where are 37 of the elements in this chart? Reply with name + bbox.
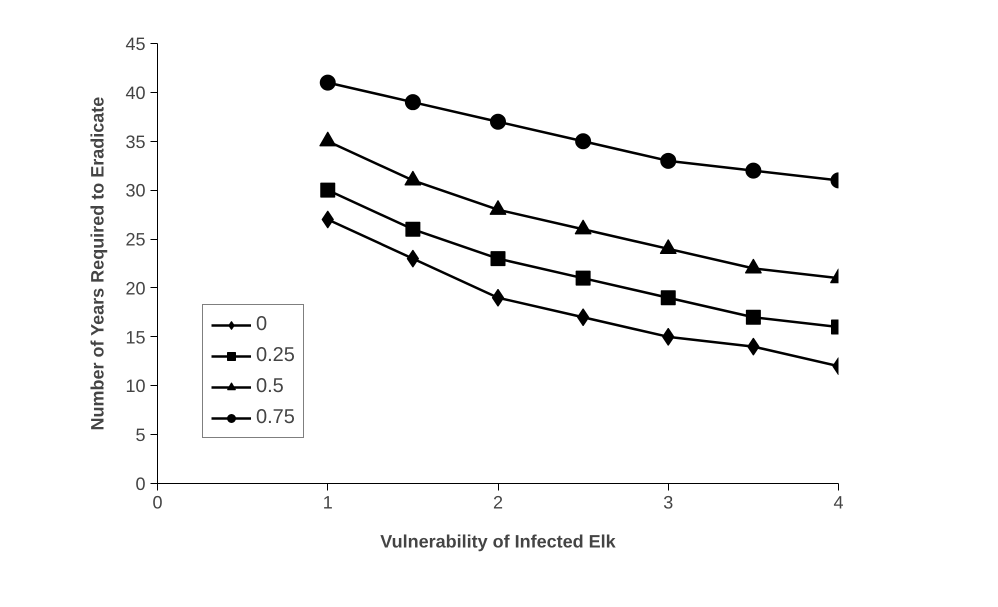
y-tick-label: 10 (125, 376, 146, 396)
y-tick-label: 40 (125, 82, 146, 103)
y-tick-label: 5 (135, 425, 146, 446)
point (575, 133, 592, 150)
y-tick-label: 35 (125, 132, 146, 152)
y-tick-label: 15 (125, 327, 146, 348)
point (320, 74, 336, 91)
x-axis-title: Vulnerability of Infected Elk (380, 532, 617, 552)
point (490, 114, 506, 130)
x-tick-label: 1 (322, 492, 333, 512)
point (576, 270, 591, 286)
point (746, 310, 761, 325)
y-axis-title: Number of Years Required to Eradicate (87, 96, 108, 431)
legend-label: 0 (256, 313, 268, 336)
point (490, 251, 506, 266)
point (405, 222, 420, 237)
x-tick-label: 0 (152, 492, 163, 512)
point (745, 162, 762, 179)
point (492, 288, 504, 307)
y-tick-label: 25 (125, 230, 146, 250)
legend-label: 0.75 (256, 406, 295, 429)
y-tick-label: 30 (125, 180, 146, 201)
x-tick-label: 4 (833, 492, 844, 512)
legend-label: 0.5 (256, 375, 284, 398)
y-tick-label: 20 (125, 278, 146, 298)
x-tick-label: 2 (492, 492, 504, 512)
y-tick-label: 45 (125, 34, 146, 54)
point (660, 290, 676, 306)
point (406, 250, 420, 268)
point (660, 152, 676, 169)
x-tick-label: 3 (663, 492, 674, 512)
point (576, 308, 590, 326)
legend-label: 0.25 (256, 344, 295, 367)
point (747, 338, 760, 356)
point (404, 94, 421, 110)
point (320, 182, 336, 198)
y-tick-label: 0 (135, 474, 146, 494)
